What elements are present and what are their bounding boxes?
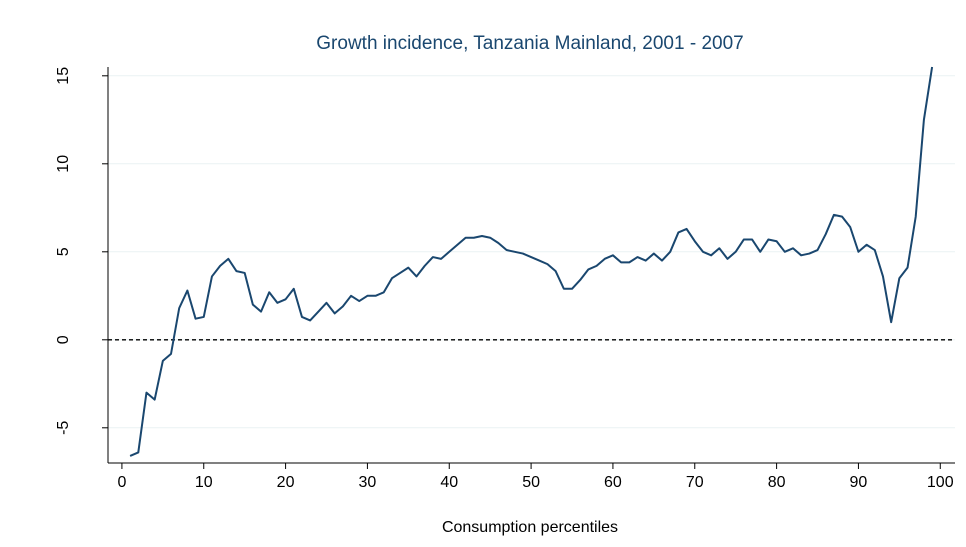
y-tick-label: 15 xyxy=(55,67,72,85)
y-tick-label: 0 xyxy=(55,335,72,344)
x-tick-label: 0 xyxy=(117,474,126,491)
x-tick-label: 10 xyxy=(195,474,213,491)
x-tick-label: 70 xyxy=(686,474,704,491)
x-tick-label: 30 xyxy=(359,474,377,491)
x-tick-label: 20 xyxy=(277,474,295,491)
x-axis-label: Consumption percentiles xyxy=(442,519,618,536)
data-line xyxy=(129,66,934,457)
x-tick-label: 50 xyxy=(522,474,540,491)
y-tick-label: 5 xyxy=(55,247,72,256)
x-tick-label: 100 xyxy=(927,474,954,491)
y-tick-label: -5 xyxy=(55,421,72,435)
y-tick-label: 10 xyxy=(55,155,72,173)
chart-title: Growth incidence, Tanzania Mainland, 200… xyxy=(316,33,743,54)
x-tick-label: 60 xyxy=(604,474,622,491)
x-tick-label: 90 xyxy=(850,474,868,491)
x-tick-label: 40 xyxy=(440,474,458,491)
x-tick-label: 80 xyxy=(768,474,786,491)
